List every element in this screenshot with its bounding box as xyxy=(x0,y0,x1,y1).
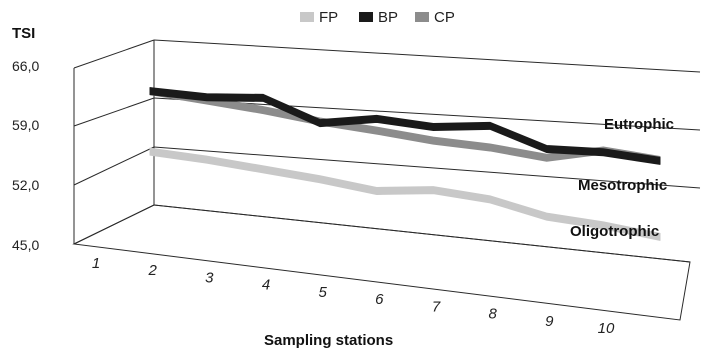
y-tick-52: 52,0 xyxy=(12,177,39,193)
series-fp-ribbon xyxy=(149,147,661,241)
x-tick-9: 9 xyxy=(545,313,554,330)
chart-floor xyxy=(72,204,691,321)
x-tick-7: 7 xyxy=(432,298,441,315)
x-tick-layer: 1 2 3 4 5 6 7 8 9 10 xyxy=(92,255,615,337)
series-bp-ribbon xyxy=(149,87,661,165)
annotation-oligotrophic: Oligotrophic xyxy=(570,223,659,240)
y-axis-title: TSI xyxy=(12,25,35,42)
x-tick-8: 8 xyxy=(488,306,497,323)
legend: FP BP CP xyxy=(300,9,455,26)
annotation-eutrophic: Eutrophic xyxy=(604,116,674,133)
x-tick-5: 5 xyxy=(318,284,327,301)
series-layer xyxy=(149,87,661,241)
legend-label-bp: BP xyxy=(378,9,398,26)
x-tick-6: 6 xyxy=(375,291,384,308)
x-tick-1: 1 xyxy=(92,255,100,272)
y-tick-45: 45,0 xyxy=(12,237,39,253)
gridline-66-back xyxy=(153,39,701,73)
legend-label-fp: FP xyxy=(319,9,338,26)
gridline-52 xyxy=(73,146,155,186)
x-tick-10: 10 xyxy=(598,320,615,337)
gridline-59 xyxy=(73,97,155,127)
x-axis-title: Sampling stations xyxy=(264,332,393,349)
gridline-66 xyxy=(73,39,155,69)
x-tick-3: 3 xyxy=(205,269,214,286)
legend-label-cp: CP xyxy=(434,9,455,26)
legend-swatch-bp xyxy=(359,12,373,22)
annotation-mesotrophic: Mesotrophic xyxy=(578,177,667,194)
legend-swatch-cp xyxy=(415,12,429,22)
gridline-52-back xyxy=(153,146,701,189)
legend-swatch-fp xyxy=(300,12,314,22)
x-tick-2: 2 xyxy=(147,262,157,279)
y-tick-66: 66,0 xyxy=(12,58,39,74)
y-tick-59: 59,0 xyxy=(12,117,39,133)
x-tick-4: 4 xyxy=(262,277,270,294)
